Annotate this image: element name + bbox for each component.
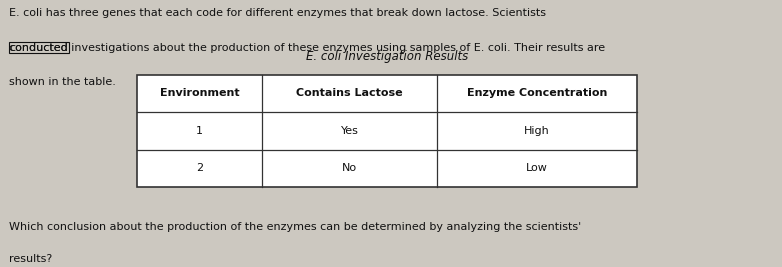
- Text: E. coli Investigation Results: E. coli Investigation Results: [306, 50, 468, 63]
- Text: results?: results?: [9, 254, 52, 264]
- Text: Contains Lactose: Contains Lactose: [296, 88, 403, 99]
- Text: E. coli has three genes that each code for different enzymes that break down lac: E. coli has three genes that each code f…: [9, 8, 547, 18]
- Text: conducted: conducted: [9, 43, 68, 53]
- Text: shown in the table.: shown in the table.: [9, 77, 117, 87]
- Text: No: No: [342, 163, 357, 173]
- Text: conducted investigations about the production of these enzymes using samples of : conducted investigations about the produ…: [9, 43, 605, 53]
- Text: Enzyme Concentration: Enzyme Concentration: [467, 88, 608, 99]
- Text: 2: 2: [196, 163, 203, 173]
- Text: High: High: [525, 126, 550, 136]
- Text: Which conclusion about the production of the enzymes can be determined by analyz: Which conclusion about the production of…: [9, 222, 582, 231]
- Text: Environment: Environment: [160, 88, 239, 99]
- Text: 1: 1: [196, 126, 203, 136]
- Text: Yes: Yes: [341, 126, 358, 136]
- Text: Low: Low: [526, 163, 548, 173]
